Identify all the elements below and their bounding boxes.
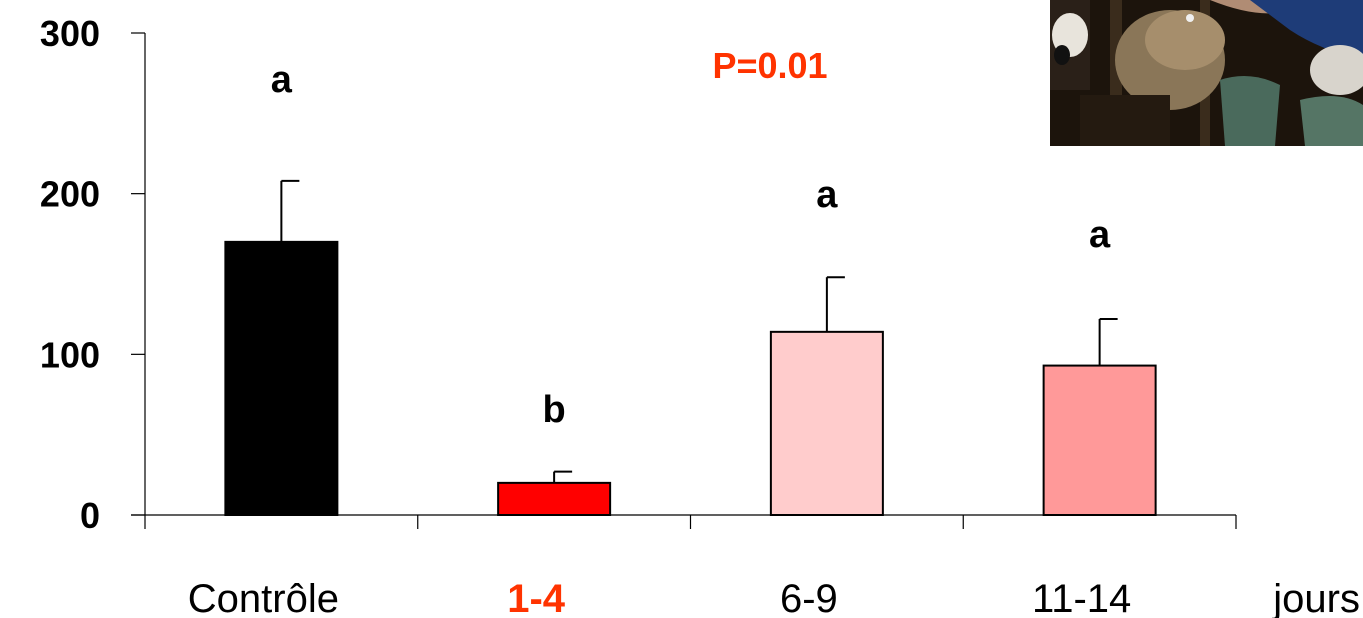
p-value-annotation: P=0.01 (712, 45, 827, 86)
x-unit-label: jours (1272, 577, 1360, 618)
y-tick-label: 0 (80, 495, 100, 536)
y-tick-label: 200 (40, 174, 100, 215)
significance-letter: b (543, 389, 566, 431)
x-category-label: 11-14 (1032, 577, 1131, 618)
y-tick-labels: 0 100 200 300 (40, 13, 100, 536)
y-tick-label: 300 (40, 13, 100, 54)
error-bars (280, 179, 1118, 483)
y-tick-label: 100 (40, 334, 100, 375)
x-category-label: Contrôle (188, 577, 339, 618)
cow-photo (1050, 0, 1363, 146)
significance-letter: a (1089, 214, 1111, 256)
bar-3 (769, 330, 884, 516)
bars (224, 240, 1157, 517)
x-category-label: 6-9 (780, 577, 838, 618)
bar-4 (1042, 364, 1157, 516)
x-category-label: 1-4 (507, 577, 566, 618)
significance-letter: a (271, 59, 293, 101)
significance-letter: a (816, 174, 838, 216)
significance-letters: a b a a (271, 59, 1111, 431)
x-tick-labels: Contrôle 1-4 6-9 11-14 jours (188, 577, 1360, 618)
bar-1 (224, 240, 339, 516)
bar-2 (497, 481, 612, 517)
